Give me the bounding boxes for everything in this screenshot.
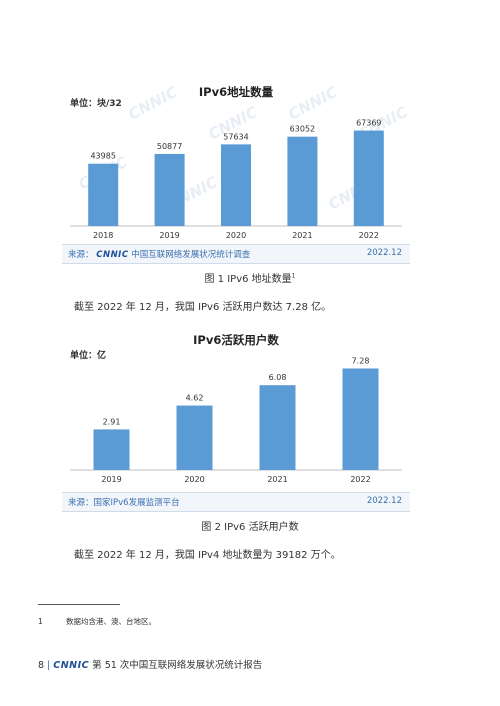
bar-2021	[287, 136, 318, 226]
chart2-source-bar: 来源：国家IPv6发展监测平台 2022.12	[62, 492, 410, 512]
footnote: 1 数据均含港、澳、台地区。	[38, 616, 156, 627]
chart1-plot: CNNIC CNNIC CNNIC CNNIC CNNIC CNNIC CNNI…	[70, 83, 410, 240]
data-label-2019: 2.91	[103, 417, 121, 426]
chart1-source-org: 中国互联网络发展状况统计调查	[131, 250, 251, 260]
cnnic-logo: CNNIC	[96, 250, 129, 260]
data-label-2018: 43985	[90, 152, 115, 161]
data-label-2022: 7.28	[352, 356, 370, 365]
data-label-2021: 63052	[290, 125, 315, 134]
x-tick-2019: 2019	[101, 475, 121, 484]
chart2-title: IPv6活跃用户数	[193, 333, 279, 347]
chart2-plot: 2.91 2019 4.62 2020 6.08 2021 7.28 2022	[70, 356, 402, 484]
chart1-title: IPv6地址数量	[198, 85, 274, 99]
data-label-2022: 67369	[356, 119, 381, 128]
figure1-caption: 图 1 IPv6 地址数量1	[204, 272, 296, 285]
bar-2022	[342, 368, 379, 470]
bar-2019	[93, 429, 130, 470]
x-tick-2022: 2022	[359, 231, 379, 240]
footer-report-title: 第 51 次中国互联网络发展状况统计报告	[92, 660, 263, 671]
bar-2020	[221, 144, 251, 226]
x-tick-2022: 2022	[350, 475, 370, 484]
chart1-unit: 单位：块/32	[70, 99, 122, 109]
paragraph-ipv6-users: 截至 2022 年 12 月，我国 IPv6 活跃用户数达 7.28 亿。	[74, 302, 332, 313]
footnote-ref: 1	[291, 272, 296, 280]
bar-2018	[88, 163, 119, 226]
chart2-unit: 单位：亿	[70, 351, 107, 361]
figure2-caption: 图 2 IPv6 活跃用户数	[201, 522, 299, 533]
x-tick-2019: 2019	[159, 231, 179, 240]
x-tick-2020: 2020	[184, 475, 204, 484]
chart-ipv6-address-count: CNNIC CNNIC CNNIC CNNIC CNNIC CNNIC CNNI…	[62, 80, 410, 264]
chart1-date: 2022.12	[366, 248, 402, 258]
data-label-2019: 50877	[157, 142, 182, 151]
bar-2019	[154, 153, 185, 226]
x-tick-2018: 2018	[93, 231, 113, 240]
paragraph-ipv4-address: 截至 2022 年 12 月，我国 IPv4 地址数量为 39182 万个。	[74, 550, 341, 561]
data-label-2020: 57634	[223, 132, 248, 141]
chart-ipv6-active-users: 2.91 2019 4.62 2020 6.08 2021 7.28 2022 IPv6活跃用…	[62, 324, 410, 514]
chart1-source-label: 来源：	[68, 250, 94, 260]
footnote-text: 数据均含港、澳、台地区。	[66, 617, 156, 626]
bar-2020	[176, 405, 213, 470]
x-tick-2021: 2021	[267, 475, 287, 484]
page-number: 8	[38, 660, 45, 671]
bar-2022	[353, 130, 384, 226]
footnote-divider	[38, 604, 120, 605]
footer-separator: |	[47, 660, 51, 671]
data-label-2021: 6.08	[269, 373, 287, 382]
page-footer: 8 | CNNIC 第 51 次中国互联网络发展状况统计报告	[38, 657, 262, 671]
x-tick-2021: 2021	[292, 231, 312, 240]
x-tick-2020: 2020	[226, 231, 246, 240]
footer-cnnic-logo: CNNIC	[53, 660, 90, 671]
chart2-source: 来源：国家IPv6发展监测平台	[68, 498, 180, 508]
chart2-date: 2022.12	[366, 496, 402, 506]
bar-2021	[259, 385, 296, 470]
footnote-number: 1	[38, 617, 43, 626]
data-label-2020: 4.62	[186, 394, 204, 403]
chart1-source-bar: 来源： CNNIC 中国互联网络发展状况统计调查 2022.12	[62, 244, 410, 264]
